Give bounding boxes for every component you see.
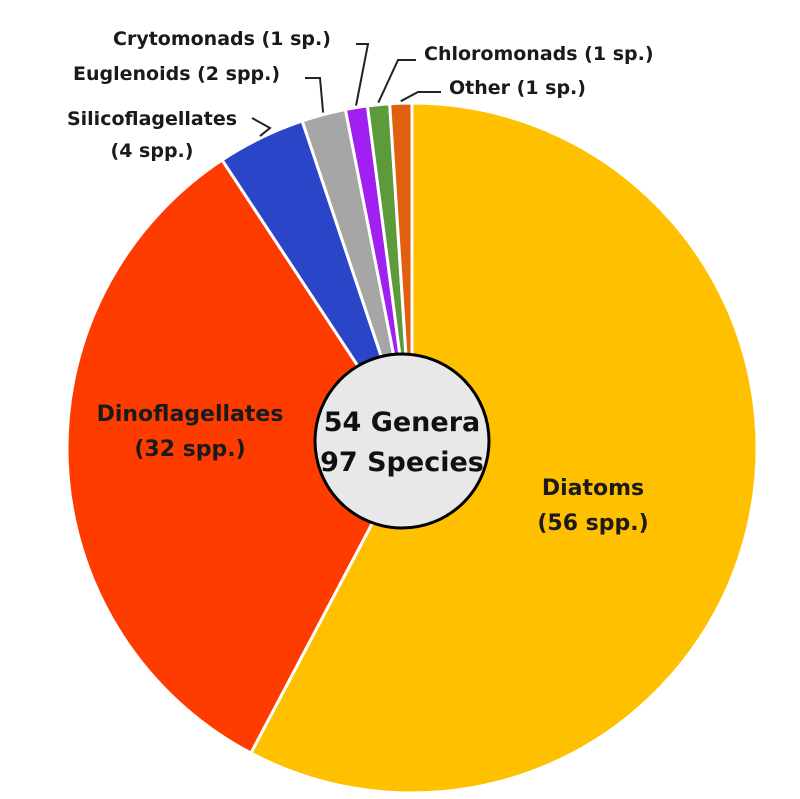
pie-slice-diatoms xyxy=(248,101,759,795)
center-circle xyxy=(313,352,491,530)
label-other: Other (1 sp.) xyxy=(449,77,586,99)
count-diatoms: (56 spp.) xyxy=(537,511,648,536)
pie-slice-dinoflagellates xyxy=(65,157,414,756)
slice-labels: Diatoms (56 spp.) Dinoflagellates (32 sp… xyxy=(67,28,654,536)
leader-line-euglenoids xyxy=(305,77,325,113)
label-crytomonads: Crytomonads (1 sp.) xyxy=(113,28,331,50)
leader-line-chloromonads xyxy=(377,59,416,104)
center-genera: 54 Genera xyxy=(324,407,481,438)
center-species: 97 Species xyxy=(320,447,484,478)
leader-line-silicoflagellates xyxy=(251,117,272,137)
leader-line-crytomonads xyxy=(355,43,370,106)
count-dinoflagellates: (32 spp.) xyxy=(134,437,245,462)
label-euglenoids: Euglenoids (2 spp.) xyxy=(73,63,280,85)
count-silicoflagellates: (4 spp.) xyxy=(111,140,194,162)
leader-line-other xyxy=(400,91,441,103)
label-diatoms: Diatoms xyxy=(542,476,644,501)
label-dinoflagellates: Dinoflagellates xyxy=(97,402,284,427)
label-chloromonads: Chloromonads (1 sp.) xyxy=(424,43,654,65)
leader-lines xyxy=(251,43,441,137)
label-silicoflagellates: Silicoflagellates xyxy=(67,108,237,130)
center-badge: 54 Genera 97 Species xyxy=(313,352,491,530)
